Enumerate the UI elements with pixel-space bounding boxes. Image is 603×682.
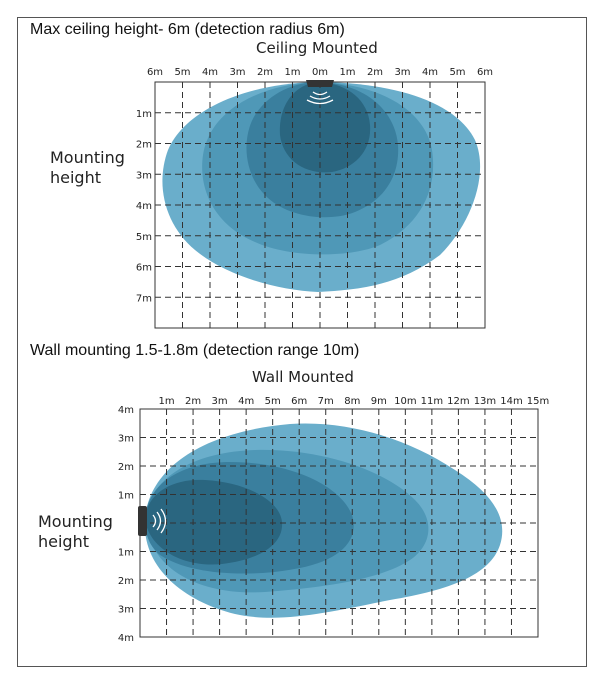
wall-y-tick-label: 4m	[118, 633, 134, 644]
wall-y-tick-label: 1m	[118, 491, 134, 502]
ceiling-x-tick-label: 2m	[257, 67, 273, 78]
wall-wave-icon	[152, 514, 157, 528]
ceiling-side-label-line2: height	[50, 168, 101, 187]
wall-x-tick-label: 9m	[371, 396, 387, 407]
wall-x-tick-label: 10m	[394, 396, 416, 407]
ceiling-x-tick-label: 3m	[229, 67, 245, 78]
wall-side-label-line2: height	[38, 532, 89, 551]
ceiling-y-tick-label: 4m	[136, 201, 152, 212]
ceiling-sensor	[306, 80, 334, 105]
ceiling-y-tick-label: 3m	[136, 170, 152, 181]
ceiling-x-tick-label: 5m	[449, 67, 465, 78]
wall-side-label: Mounting height	[38, 512, 113, 552]
wall-sensor-body	[138, 506, 147, 536]
ceiling-x-axis-labels: 6m 5m 4m 3m 2m 1m 0m 1m 2m 3m 4m 5m 6m	[147, 67, 493, 78]
wall-zone-core	[145, 479, 283, 565]
wall-x-axis-labels: 1m 2m 3m 4m 5m 6m 7m 8m 9m 10m 11m 12m 13m 14m 15m	[158, 396, 549, 407]
wall-y-tick-label: 3m	[118, 605, 134, 616]
wall-x-tick-label: 3m	[212, 396, 228, 407]
wall-x-tick-label: 13m	[474, 396, 496, 407]
ceiling-y-axis-labels: 1m 2m 3m 4m 5m 6m 7m	[136, 109, 152, 305]
wall-x-tick-label: 1m	[158, 396, 174, 407]
wall-y-axis-labels: 4m 3m 2m 1m 1m 2m 3m 4m	[118, 405, 134, 644]
wall-x-tick-label: 5m	[265, 396, 281, 407]
wall-y-tick-label: 4m	[118, 405, 134, 416]
wall-y-tick-label: 2m	[118, 462, 134, 473]
ceiling-x-tick-label: 3m	[394, 67, 410, 78]
ceiling-wave-icon	[309, 95, 331, 100]
wall-x-tick-label: 8m	[344, 396, 360, 407]
wall-y-tick-label: 1m	[118, 548, 134, 559]
wall-x-tick-label: 2m	[185, 396, 201, 407]
wall-sensor	[138, 506, 167, 536]
ceiling-caption: Max ceiling height- 6m (detection radius…	[30, 21, 345, 38]
wall-grid	[140, 409, 538, 637]
ceiling-y-tick-label: 5m	[136, 232, 152, 243]
wall-x-tick-label: 4m	[238, 396, 254, 407]
ceiling-grid	[155, 82, 485, 328]
wall-x-tick-label: 15m	[527, 396, 549, 407]
wall-y-tick-label: 3m	[118, 434, 134, 445]
ceiling-x-tick-label: 0m	[312, 67, 328, 78]
ceiling-y-tick-label: 1m	[136, 109, 152, 120]
wall-y-tick-label: 2m	[118, 576, 134, 587]
ceiling-title: Ceiling Mounted	[256, 39, 378, 57]
ceiling-side-label: Mounting height	[50, 148, 125, 188]
ceiling-x-tick-label: 2m	[367, 67, 383, 78]
wall-x-tick-label: 6m	[291, 396, 307, 407]
wall-wave-icon	[156, 511, 162, 531]
ceiling-x-tick-label: 6m	[477, 67, 493, 78]
ceiling-x-tick-label: 5m	[174, 67, 190, 78]
ceiling-wave-icon	[312, 91, 328, 96]
ceiling-x-tick-label: 1m	[284, 67, 300, 78]
ceiling-x-tick-label: 1m	[339, 67, 355, 78]
ceiling-x-tick-label: 4m	[202, 67, 218, 78]
wall-side-label-line1: Mounting	[38, 512, 113, 531]
wall-x-tick-label: 14m	[500, 396, 522, 407]
ceiling-x-tick-label: 4m	[422, 67, 438, 78]
ceiling-y-tick-label: 6m	[136, 263, 152, 274]
wall-title: Wall Mounted	[252, 368, 354, 386]
wall-detection-zones	[144, 423, 503, 618]
wall-x-tick-label: 7m	[318, 396, 334, 407]
ceiling-sensor-body	[306, 80, 334, 87]
wall-x-tick-label: 11m	[421, 396, 443, 407]
wall-caption: Wall mounting 1.5-1.8m (detection range …	[30, 342, 360, 359]
wall-wave-icon	[160, 508, 167, 534]
ceiling-y-tick-label: 7m	[136, 293, 152, 304]
ceiling-y-tick-label: 2m	[136, 140, 152, 151]
ceiling-wave-icon	[306, 99, 334, 105]
ceiling-x-tick-label: 6m	[147, 67, 163, 78]
wall-x-tick-label: 12m	[447, 396, 469, 407]
ceiling-side-label-line1: Mounting	[50, 148, 125, 167]
